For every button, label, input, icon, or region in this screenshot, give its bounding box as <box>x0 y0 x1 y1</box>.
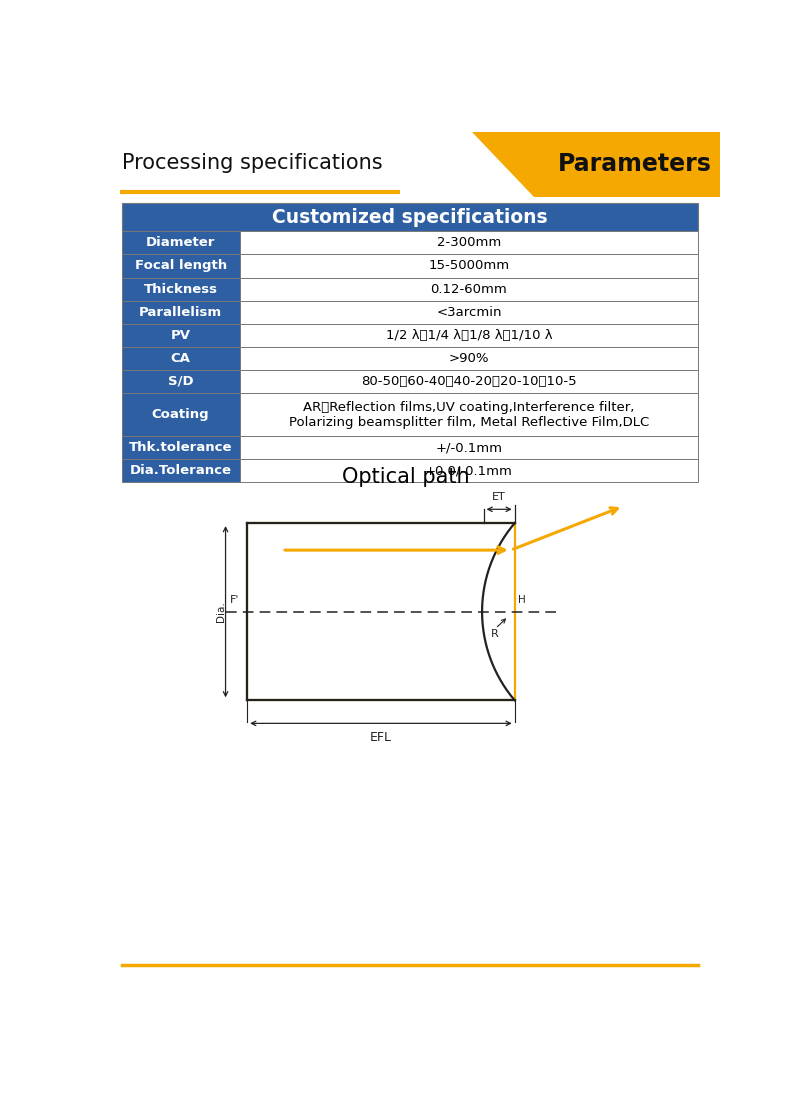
Text: Dia.: Dia. <box>216 602 226 623</box>
Text: ET: ET <box>492 492 506 502</box>
Text: +0.0/-0.1mm: +0.0/-0.1mm <box>425 464 513 477</box>
Text: +/-0.1mm: +/-0.1mm <box>435 441 502 454</box>
Text: Thk.tolerance: Thk.tolerance <box>129 441 232 454</box>
Bar <box>122 254 239 277</box>
Text: AR、Reflection films,UV coating,Interference filter,
Polarizing beamsplitter film: AR、Reflection films,UV coating,Interfere… <box>289 400 649 429</box>
Text: 15-5000mm: 15-5000mm <box>428 260 510 273</box>
Text: R: R <box>491 629 499 639</box>
Text: Coating: Coating <box>152 408 210 421</box>
Text: Diameter: Diameter <box>146 236 215 250</box>
Text: S/D: S/D <box>168 375 194 388</box>
Bar <box>122 300 239 323</box>
Text: CA: CA <box>170 352 190 365</box>
Bar <box>239 254 698 277</box>
Bar <box>239 231 698 254</box>
Text: Optical path: Optical path <box>342 468 470 487</box>
Text: Customized specifications: Customized specifications <box>272 208 548 227</box>
Bar <box>122 202 698 231</box>
Bar <box>122 393 239 437</box>
Polygon shape <box>472 132 720 198</box>
Text: 1/2 λ、1/4 λ、1/8 λ、1/10 λ: 1/2 λ、1/4 λ、1/8 λ、1/10 λ <box>386 329 552 342</box>
Text: Parameters: Parameters <box>558 152 712 176</box>
Bar <box>239 437 698 460</box>
Bar <box>239 370 698 393</box>
Text: Focal length: Focal length <box>134 260 226 273</box>
Bar <box>122 346 239 370</box>
Bar <box>122 277 239 300</box>
Bar <box>239 323 698 346</box>
Text: F': F' <box>230 595 240 605</box>
Bar <box>239 277 698 300</box>
Bar <box>247 524 514 701</box>
Bar <box>122 323 239 346</box>
Bar <box>122 460 239 483</box>
Bar <box>122 370 239 393</box>
Text: 0.12-60mm: 0.12-60mm <box>430 283 507 296</box>
Bar <box>239 300 698 323</box>
Text: Parallelism: Parallelism <box>139 306 222 319</box>
Text: H: H <box>518 595 526 605</box>
Text: Thickness: Thickness <box>144 283 218 296</box>
Text: >90%: >90% <box>449 352 489 365</box>
Text: Processing specifications: Processing specifications <box>122 153 382 173</box>
Text: 2-300mm: 2-300mm <box>437 236 501 250</box>
Bar <box>239 460 698 483</box>
Bar <box>239 393 698 437</box>
Text: Dia.Tolerance: Dia.Tolerance <box>130 464 232 477</box>
Bar <box>122 437 239 460</box>
Text: <3arcmin: <3arcmin <box>436 306 502 319</box>
Bar <box>239 346 698 370</box>
Bar <box>122 231 239 254</box>
Text: EFL: EFL <box>370 732 392 744</box>
Text: 80-50、60-40、40-20、20-10、10-5: 80-50、60-40、40-20、20-10、10-5 <box>361 375 577 388</box>
Text: PV: PV <box>170 329 190 342</box>
